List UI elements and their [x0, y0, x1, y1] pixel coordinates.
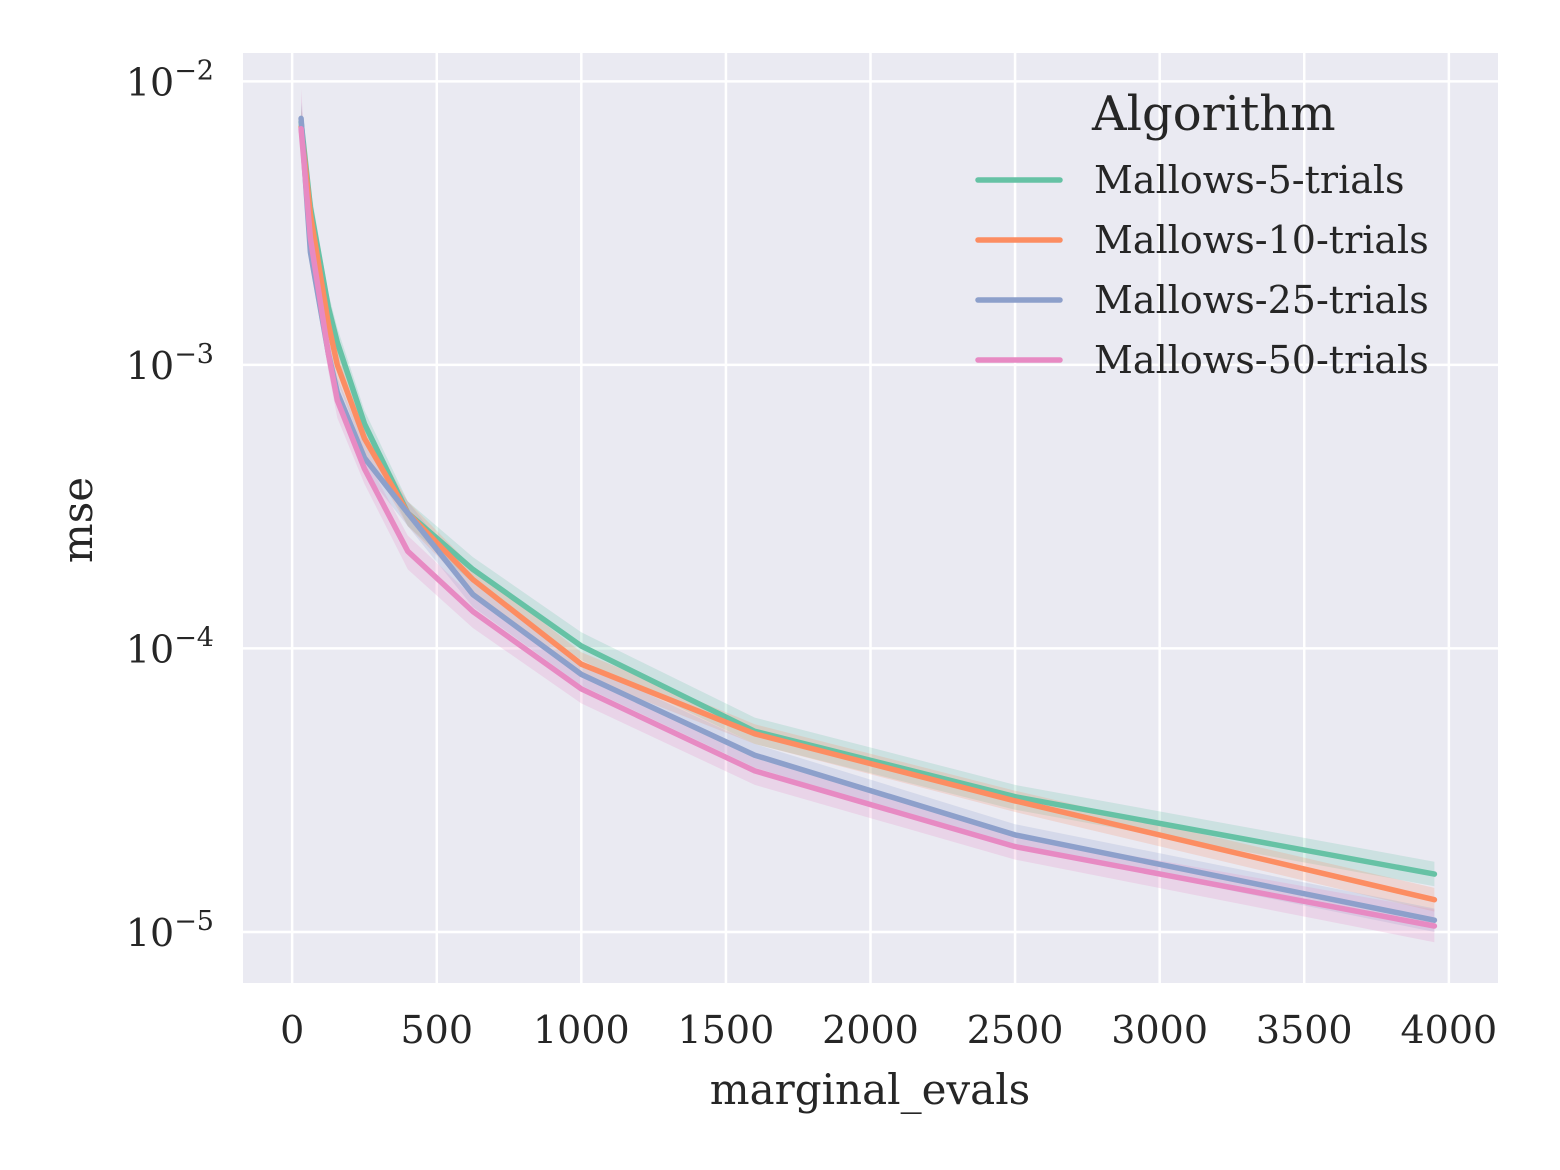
- series-line: [298, 126, 1438, 929]
- x-tick-label: 1000: [533, 1008, 630, 1052]
- x-axis-label: marginal_evals: [710, 1065, 1030, 1114]
- y-axis-label: mse: [53, 477, 102, 563]
- legend-title: Algorithm: [1091, 86, 1336, 142]
- series-lines: [298, 115, 1438, 929]
- legend-entry-label: Mallows-50-trials: [1094, 338, 1429, 382]
- legend-entry-label: Mallows-25-trials: [1094, 278, 1429, 322]
- x-tick-label: 4000: [1400, 1008, 1497, 1052]
- grid-lines: [243, 53, 1498, 983]
- x-tick-label: 1500: [678, 1008, 775, 1052]
- y-tick-label: 10−5: [126, 906, 214, 955]
- y-tick-label: 10−4: [126, 622, 214, 671]
- legend-entry-label: Mallows-5-trials: [1094, 158, 1405, 202]
- x-tick-labels: 0 500 1000 1500 2000 2500 3000 3500 4000: [280, 1008, 1497, 1052]
- y-tick-labels: 10−2 10−3 10−4 10−5: [126, 55, 214, 955]
- x-tick-label: 2500: [967, 1008, 1064, 1052]
- legend-entry-label: Mallows-10-trials: [1094, 218, 1429, 262]
- x-tick-label: 3000: [1111, 1008, 1208, 1052]
- x-tick-label: 0: [280, 1008, 304, 1052]
- x-tick-label: 2000: [822, 1008, 919, 1052]
- y-tick-label: 10−3: [126, 339, 214, 388]
- y-tick-label: 10−2: [126, 55, 214, 104]
- x-tick-label: 500: [400, 1008, 473, 1052]
- legend-entries: Mallows-5-trials Mallows-10-trials Mallows…: [975, 158, 1429, 382]
- x-tick-label: 3500: [1256, 1008, 1353, 1052]
- legend: Algorithm Mallows-5-trials Mallows-10-tri…: [975, 86, 1429, 382]
